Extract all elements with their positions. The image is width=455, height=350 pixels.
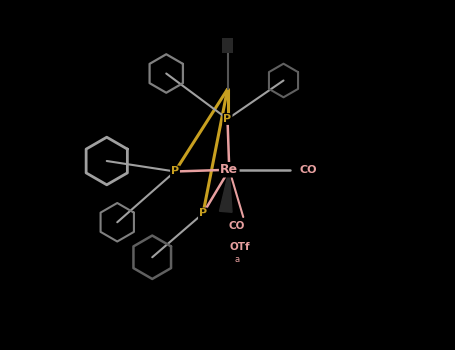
Text: P: P xyxy=(223,114,232,124)
Text: P: P xyxy=(199,209,207,218)
Text: P: P xyxy=(171,167,179,176)
Text: Re: Re xyxy=(220,163,238,176)
Text: OTf: OTf xyxy=(229,242,250,252)
Text: CO: CO xyxy=(299,165,317,175)
Bar xyxy=(222,38,233,52)
Text: a: a xyxy=(234,256,239,265)
Polygon shape xyxy=(219,170,232,212)
Text: CO: CO xyxy=(228,221,244,231)
